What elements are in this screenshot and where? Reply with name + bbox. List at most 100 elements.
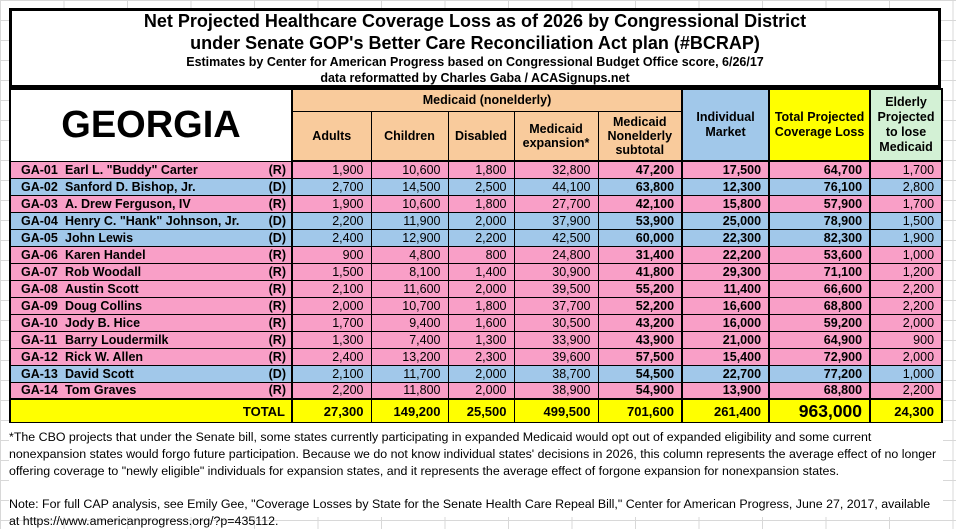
adults-value-cell[interactable]: 2,400 xyxy=(291,228,372,247)
individual-value-cell[interactable]: 22,300 xyxy=(681,228,770,247)
subtotal-value-cell[interactable]: 60,000 xyxy=(597,228,683,247)
district-rep-cell[interactable]: GA-02 Sanford D. Bishop, Jr. (D) xyxy=(9,177,293,196)
individual-value-cell[interactable]: 17,500 xyxy=(681,160,770,179)
adults-value-cell[interactable]: 2,100 xyxy=(291,279,372,298)
disabled-value-cell[interactable]: 1,800 xyxy=(447,194,515,213)
total-value-cell[interactable]: 59,200 xyxy=(768,313,871,332)
individual-value-cell[interactable]: 16,600 xyxy=(681,296,770,315)
total-adults-cell[interactable]: 27,300 xyxy=(291,398,372,424)
disabled-value-cell[interactable]: 1,800 xyxy=(447,296,515,315)
subtotal-value-cell[interactable]: 57,500 xyxy=(597,347,683,366)
children-header-cell[interactable]: Children xyxy=(370,110,449,162)
district-rep-cell[interactable]: GA-10 Jody B. Hice (R) xyxy=(9,313,293,332)
total-expansion-cell[interactable]: 499,500 xyxy=(513,398,599,424)
elderly-value-cell[interactable]: 1,200 xyxy=(869,262,943,281)
elderly-value-cell[interactable]: 2,800 xyxy=(869,177,943,196)
elderly-value-cell[interactable]: 900 xyxy=(869,330,943,349)
total-grand-cell[interactable]: 963,000 xyxy=(768,398,871,424)
district-rep-cell[interactable]: GA-08 Austin Scott (R) xyxy=(9,279,293,298)
subtotal-value-cell[interactable]: 55,200 xyxy=(597,279,683,298)
individual-value-cell[interactable]: 29,300 xyxy=(681,262,770,281)
total-value-cell[interactable]: 78,900 xyxy=(768,211,871,230)
subtotal-value-cell[interactable]: 43,900 xyxy=(597,330,683,349)
district-rep-cell[interactable]: GA-04 Henry C. "Hank" Johnson, Jr. (D) xyxy=(9,211,293,230)
adults-header-cell[interactable]: Adults xyxy=(291,110,372,162)
disabled-value-cell[interactable]: 2,000 xyxy=(447,211,515,230)
expansion-value-cell[interactable]: 30,500 xyxy=(513,313,599,332)
elderly-value-cell[interactable]: 2,000 xyxy=(869,313,943,332)
subtotal-value-cell[interactable]: 54,900 xyxy=(597,381,683,400)
individual-value-cell[interactable]: 16,000 xyxy=(681,313,770,332)
expansion-value-cell[interactable]: 44,100 xyxy=(513,177,599,196)
children-value-cell[interactable]: 12,900 xyxy=(370,228,449,247)
elderly-header-cell[interactable]: Elderly Projected to lose Medicaid xyxy=(869,88,943,162)
expansion-value-cell[interactable]: 42,500 xyxy=(513,228,599,247)
expansion-value-cell[interactable]: 39,500 xyxy=(513,279,599,298)
adults-value-cell[interactable]: 2,200 xyxy=(291,381,372,400)
disabled-value-cell[interactable]: 2,200 xyxy=(447,228,515,247)
district-rep-cell[interactable]: GA-07 Rob Woodall (R) xyxy=(9,262,293,281)
individual-value-cell[interactable]: 21,000 xyxy=(681,330,770,349)
elderly-value-cell[interactable]: 1,700 xyxy=(869,160,943,179)
expansion-value-cell[interactable]: 38,900 xyxy=(513,381,599,400)
subtotal-value-cell[interactable]: 41,800 xyxy=(597,262,683,281)
expansion-value-cell[interactable]: 33,900 xyxy=(513,330,599,349)
total-value-cell[interactable]: 76,100 xyxy=(768,177,871,196)
subtotal-value-cell[interactable]: 54,500 xyxy=(597,364,683,383)
children-value-cell[interactable]: 11,800 xyxy=(370,381,449,400)
adults-value-cell[interactable]: 1,300 xyxy=(291,330,372,349)
adults-value-cell[interactable]: 2,200 xyxy=(291,211,372,230)
total-disabled-cell[interactable]: 25,500 xyxy=(447,398,515,424)
disabled-value-cell[interactable]: 2,300 xyxy=(447,347,515,366)
total-value-cell[interactable]: 82,300 xyxy=(768,228,871,247)
district-rep-cell[interactable]: GA-09 Doug Collins (R) xyxy=(9,296,293,315)
children-value-cell[interactable]: 13,200 xyxy=(370,347,449,366)
individual-value-cell[interactable]: 13,900 xyxy=(681,381,770,400)
adults-value-cell[interactable]: 1,900 xyxy=(291,194,372,213)
adults-value-cell[interactable]: 2,700 xyxy=(291,177,372,196)
adults-value-cell[interactable]: 2,100 xyxy=(291,364,372,383)
disabled-value-cell[interactable]: 2,000 xyxy=(447,381,515,400)
children-value-cell[interactable]: 10,700 xyxy=(370,296,449,315)
total-value-cell[interactable]: 53,600 xyxy=(768,245,871,264)
total-value-cell[interactable]: 66,600 xyxy=(768,279,871,298)
disabled-value-cell[interactable]: 2,500 xyxy=(447,177,515,196)
elderly-value-cell[interactable]: 2,200 xyxy=(869,381,943,400)
adults-value-cell[interactable]: 1,500 xyxy=(291,262,372,281)
individual-value-cell[interactable]: 25,000 xyxy=(681,211,770,230)
individual-value-cell[interactable]: 12,300 xyxy=(681,177,770,196)
total-children-cell[interactable]: 149,200 xyxy=(370,398,449,424)
elderly-value-cell[interactable]: 1,000 xyxy=(869,245,943,264)
subtotal-value-cell[interactable]: 43,200 xyxy=(597,313,683,332)
adults-value-cell[interactable]: 1,900 xyxy=(291,160,372,179)
total-value-cell[interactable]: 68,800 xyxy=(768,381,871,400)
individual-market-header-cell[interactable]: Individual Market xyxy=(681,88,771,162)
subtotal-header-cell[interactable]: Medicaid Nonelderly subtotal xyxy=(597,110,684,162)
disabled-value-cell[interactable]: 1,800 xyxy=(447,160,515,179)
expansion-value-cell[interactable]: 38,700 xyxy=(513,364,599,383)
district-rep-cell[interactable]: GA-13 David Scott (D) xyxy=(9,364,293,383)
district-rep-cell[interactable]: GA-11 Barry Loudermilk (R) xyxy=(9,330,293,349)
total-label-cell[interactable]: TOTAL xyxy=(9,398,293,424)
district-rep-cell[interactable]: GA-06 Karen Handel (R) xyxy=(9,245,293,264)
expansion-value-cell[interactable]: 37,900 xyxy=(513,211,599,230)
expansion-value-cell[interactable]: 27,700 xyxy=(513,194,599,213)
subtotal-value-cell[interactable]: 63,800 xyxy=(597,177,683,196)
children-value-cell[interactable]: 11,600 xyxy=(370,279,449,298)
district-rep-cell[interactable]: GA-01 Earl L. "Buddy" Carter (R) xyxy=(9,160,293,179)
children-value-cell[interactable]: 14,500 xyxy=(370,177,449,196)
elderly-value-cell[interactable]: 1,700 xyxy=(869,194,943,213)
subtotal-value-cell[interactable]: 47,200 xyxy=(597,160,683,179)
elderly-value-cell[interactable]: 2,000 xyxy=(869,347,943,366)
disabled-value-cell[interactable]: 2,000 xyxy=(447,364,515,383)
children-value-cell[interactable]: 10,600 xyxy=(370,160,449,179)
total-loss-header-cell[interactable]: Total Projected Coverage Loss xyxy=(768,88,872,162)
individual-value-cell[interactable]: 22,200 xyxy=(681,245,770,264)
subtotal-value-cell[interactable]: 42,100 xyxy=(597,194,683,213)
total-value-cell[interactable]: 77,200 xyxy=(768,364,871,383)
expansion-value-cell[interactable]: 30,900 xyxy=(513,262,599,281)
individual-value-cell[interactable]: 15,800 xyxy=(681,194,770,213)
total-value-cell[interactable]: 57,900 xyxy=(768,194,871,213)
total-elderly-cell[interactable]: 24,300 xyxy=(869,398,943,424)
elderly-value-cell[interactable]: 2,200 xyxy=(869,279,943,298)
